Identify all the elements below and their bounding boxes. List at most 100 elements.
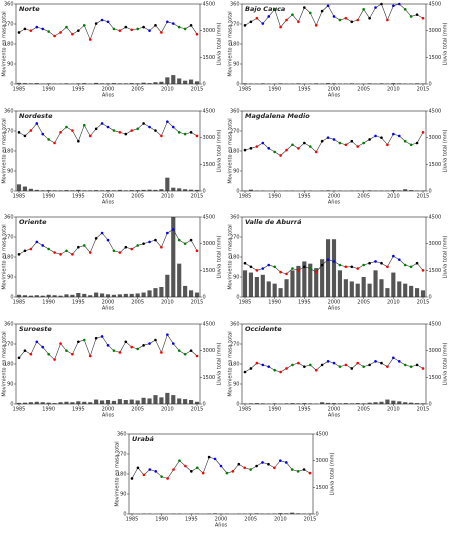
x-tick-label: 1990 <box>42 87 55 93</box>
bar <box>254 403 259 404</box>
bar <box>165 392 170 404</box>
rain-marker <box>255 145 259 148</box>
rain-marker <box>71 253 74 256</box>
rain-marker <box>148 342 151 345</box>
bar <box>367 190 372 191</box>
rain-marker <box>326 258 330 261</box>
x-tick-label: 1990 <box>268 194 281 200</box>
x-tick-label: 2015 <box>417 300 430 306</box>
bar <box>141 397 146 404</box>
rain-marker <box>279 459 282 462</box>
rain-marker <box>130 477 134 480</box>
rain-marker <box>290 468 294 471</box>
x-tick-label: 2005 <box>131 300 144 306</box>
y-tick-label: 360 <box>230 322 240 328</box>
bar <box>105 400 111 404</box>
y-tick-label: 270 <box>230 22 240 28</box>
rain-marker <box>344 16 348 20</box>
rain-marker <box>296 470 300 473</box>
rain-marker <box>344 363 348 367</box>
rain-marker <box>94 336 98 340</box>
rain-marker <box>273 8 276 11</box>
bar <box>40 190 45 191</box>
y-tick-label: 90 <box>7 169 13 175</box>
bar <box>64 401 69 404</box>
rain-marker <box>166 120 169 123</box>
bar <box>82 83 87 84</box>
rain-marker <box>421 367 425 370</box>
y-tick-label: 360 <box>4 215 14 221</box>
rain-marker <box>35 122 39 125</box>
bar <box>46 190 51 191</box>
rain-marker <box>100 335 104 338</box>
y2-tick-label: 0 <box>316 512 319 518</box>
bar <box>34 189 39 191</box>
rain-marker <box>303 6 306 9</box>
rain-marker <box>320 9 324 13</box>
bar <box>129 293 134 297</box>
y-tick-label: 270 <box>4 129 14 135</box>
bar <box>129 83 134 84</box>
rain-marker <box>189 238 193 242</box>
rain-marker <box>350 20 354 24</box>
rain-marker <box>53 358 56 361</box>
y-tick-label: 90 <box>7 62 13 68</box>
rain-marker <box>415 261 419 265</box>
rain-marker <box>112 129 116 132</box>
rain-marker <box>350 367 354 370</box>
rain-marker <box>106 125 110 129</box>
rain-marker <box>386 143 389 147</box>
x-tick-label: 2010 <box>387 194 400 200</box>
rain-marker <box>392 4 395 8</box>
bar <box>212 513 218 514</box>
rain-marker <box>255 269 259 272</box>
bar <box>52 295 57 297</box>
bar <box>278 288 283 297</box>
x-tick-label: 1995 <box>298 194 311 200</box>
bar <box>314 268 319 297</box>
rain-marker <box>17 31 21 34</box>
bar <box>248 272 254 297</box>
bar <box>82 190 87 191</box>
rain-marker <box>297 269 300 272</box>
rain-marker <box>112 349 116 352</box>
rain-line <box>244 132 424 156</box>
bar <box>343 403 348 404</box>
rain-marker <box>59 131 62 134</box>
bar <box>337 270 343 297</box>
bar <box>355 283 360 297</box>
y2-axis-label: Lluvia total (mm) <box>217 129 223 172</box>
y-axis-label: Movimiento en masa total <box>2 224 8 289</box>
bar <box>94 82 99 84</box>
rain-marker <box>243 148 247 152</box>
bar <box>248 189 254 191</box>
bar <box>117 294 122 297</box>
rain-marker <box>166 231 169 235</box>
rain-marker <box>326 136 330 139</box>
y2-tick-label: 3000 <box>429 348 442 354</box>
rain-marker <box>374 6 377 9</box>
y-tick-label: 90 <box>233 169 239 175</box>
rain-marker <box>88 251 92 254</box>
plot-frame <box>15 3 201 85</box>
bar <box>105 83 111 84</box>
rain-marker <box>124 132 128 136</box>
y-tick-label: 90 <box>233 62 239 68</box>
bar <box>188 290 194 297</box>
rain-marker <box>100 122 104 125</box>
bar <box>117 83 122 84</box>
x-axis-label: Años <box>328 93 341 99</box>
rain-marker <box>160 351 163 354</box>
bar <box>188 189 194 191</box>
bar <box>177 78 182 84</box>
x-tick-label: 1985 <box>239 87 252 93</box>
rain-marker <box>136 127 139 131</box>
x-tick-label: 2000 <box>328 194 341 200</box>
bar <box>28 402 33 404</box>
bar <box>414 288 420 297</box>
y2-tick-label: 1500 <box>316 485 329 491</box>
rain-marker <box>142 122 145 125</box>
x-tick-label: 2005 <box>357 407 370 413</box>
rain-marker <box>243 24 247 27</box>
rain-marker <box>249 468 252 471</box>
